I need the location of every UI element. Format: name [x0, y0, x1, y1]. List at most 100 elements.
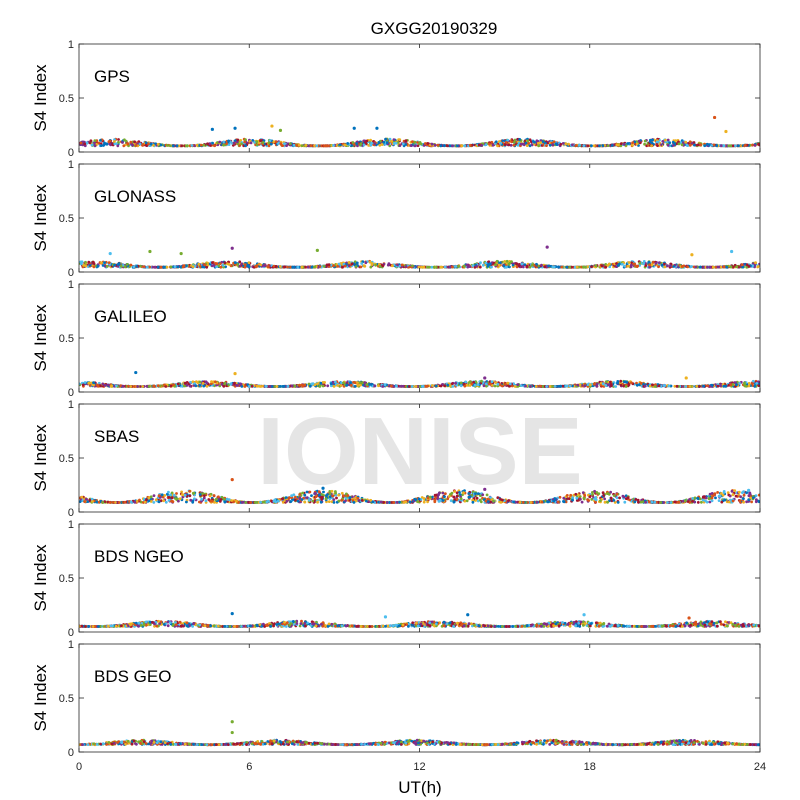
scatter-point: [753, 143, 757, 147]
scatter-point: [365, 383, 369, 387]
panel-label: GALILEO: [94, 307, 167, 326]
scatter-point: [255, 140, 259, 144]
scatter-point: [708, 265, 712, 269]
scatter-point: [222, 384, 226, 388]
scatter-point: [268, 139, 272, 143]
scatter-point: [99, 144, 103, 148]
spike-point: [483, 376, 487, 380]
scatter-point: [626, 142, 630, 145]
scatter-point: [310, 494, 313, 497]
scatter-point: [125, 263, 129, 266]
scatter-point: [627, 383, 631, 387]
scatter-point: [211, 261, 214, 264]
scatter-point: [144, 143, 148, 147]
scatter-point: [216, 141, 219, 144]
scatter-point: [565, 384, 569, 388]
spike-point: [713, 115, 717, 120]
scatter-point: [350, 262, 354, 266]
scatter-point: [81, 383, 85, 387]
scatter-point: [113, 140, 116, 143]
scatter-point: [520, 262, 524, 266]
scatter-point: [180, 144, 184, 148]
scatter-point: [279, 142, 283, 146]
scatter-point: [303, 265, 307, 269]
scatter-point: [162, 383, 166, 387]
scatter-point: [548, 385, 552, 388]
scatter-point: [710, 383, 714, 387]
spike-point: [315, 248, 319, 252]
scatter-point: [751, 264, 754, 268]
scatter-point: [96, 384, 100, 388]
scatter-point: [288, 142, 292, 146]
scatter-point: [735, 383, 738, 387]
scatter-point: [368, 260, 372, 264]
scatter-point: [528, 265, 532, 269]
scatter-point: [619, 383, 623, 387]
spike-point: [278, 128, 283, 132]
scatter-point: [349, 383, 353, 387]
y-tick-label: 1: [68, 279, 74, 291]
scatter-point: [505, 265, 508, 269]
spike-point: [730, 249, 734, 254]
scatter-point: [706, 384, 709, 388]
scatter-point: [199, 143, 203, 147]
scatter-point: [87, 381, 91, 385]
scatter-point: [79, 260, 83, 264]
scatter-point: [575, 499, 579, 502]
scatter-point: [344, 497, 348, 500]
scatter-point: [486, 265, 490, 268]
scatter-point: [176, 382, 180, 386]
scatter-point: [167, 490, 170, 494]
scatter-point: [651, 383, 654, 387]
scatter-point: [734, 144, 737, 148]
scatter-point: [369, 143, 373, 147]
scatter-point: [434, 384, 438, 388]
scatter-point: [354, 265, 358, 268]
scatter-point: [180, 490, 184, 494]
scatter-point: [604, 384, 608, 387]
scatter-point: [243, 263, 247, 266]
scatter-point: [468, 380, 472, 384]
scatter-point: [627, 261, 631, 264]
scatter-point: [558, 495, 562, 499]
scatter-point: [332, 264, 335, 268]
scatter-point: [519, 384, 523, 387]
scatter-point: [705, 142, 709, 146]
scatter-point: [205, 265, 209, 269]
scatter-point: [734, 494, 738, 498]
scatter-point: [451, 385, 455, 388]
scatter-point: [511, 263, 515, 267]
scatter-point: [507, 143, 511, 147]
scatter-point: [724, 384, 728, 388]
scatter-point: [568, 265, 572, 269]
scatter-point: [401, 142, 405, 146]
scatter-point: [741, 265, 745, 269]
y-tick-label: 0.5: [59, 333, 74, 345]
scatter-point: [210, 380, 213, 383]
scatter-point: [743, 382, 746, 386]
scatter-point: [356, 381, 359, 384]
scatter-point: [134, 144, 138, 147]
scatter-point: [329, 382, 333, 386]
scatter-point: [485, 384, 488, 388]
scatter-point: [394, 141, 398, 145]
scatter-point: [202, 496, 206, 500]
spike-point: [724, 129, 728, 134]
scatter-point: [355, 261, 359, 265]
scatter-point: [702, 384, 706, 388]
scatter-point: [504, 382, 507, 386]
scatter-point: [238, 264, 242, 268]
scatter-point: [194, 384, 198, 388]
scatter-point: [463, 384, 467, 388]
scatter-point: [269, 142, 273, 146]
scatter-point: [313, 265, 317, 269]
scatter-point: [666, 143, 670, 147]
scatter-point: [738, 381, 741, 385]
scatter-point: [263, 264, 266, 267]
scatter-point: [472, 380, 476, 384]
scatter-point: [166, 144, 169, 147]
scatter-point: [636, 264, 640, 268]
scatter-point: [318, 385, 322, 388]
scatter-point: [525, 265, 529, 269]
